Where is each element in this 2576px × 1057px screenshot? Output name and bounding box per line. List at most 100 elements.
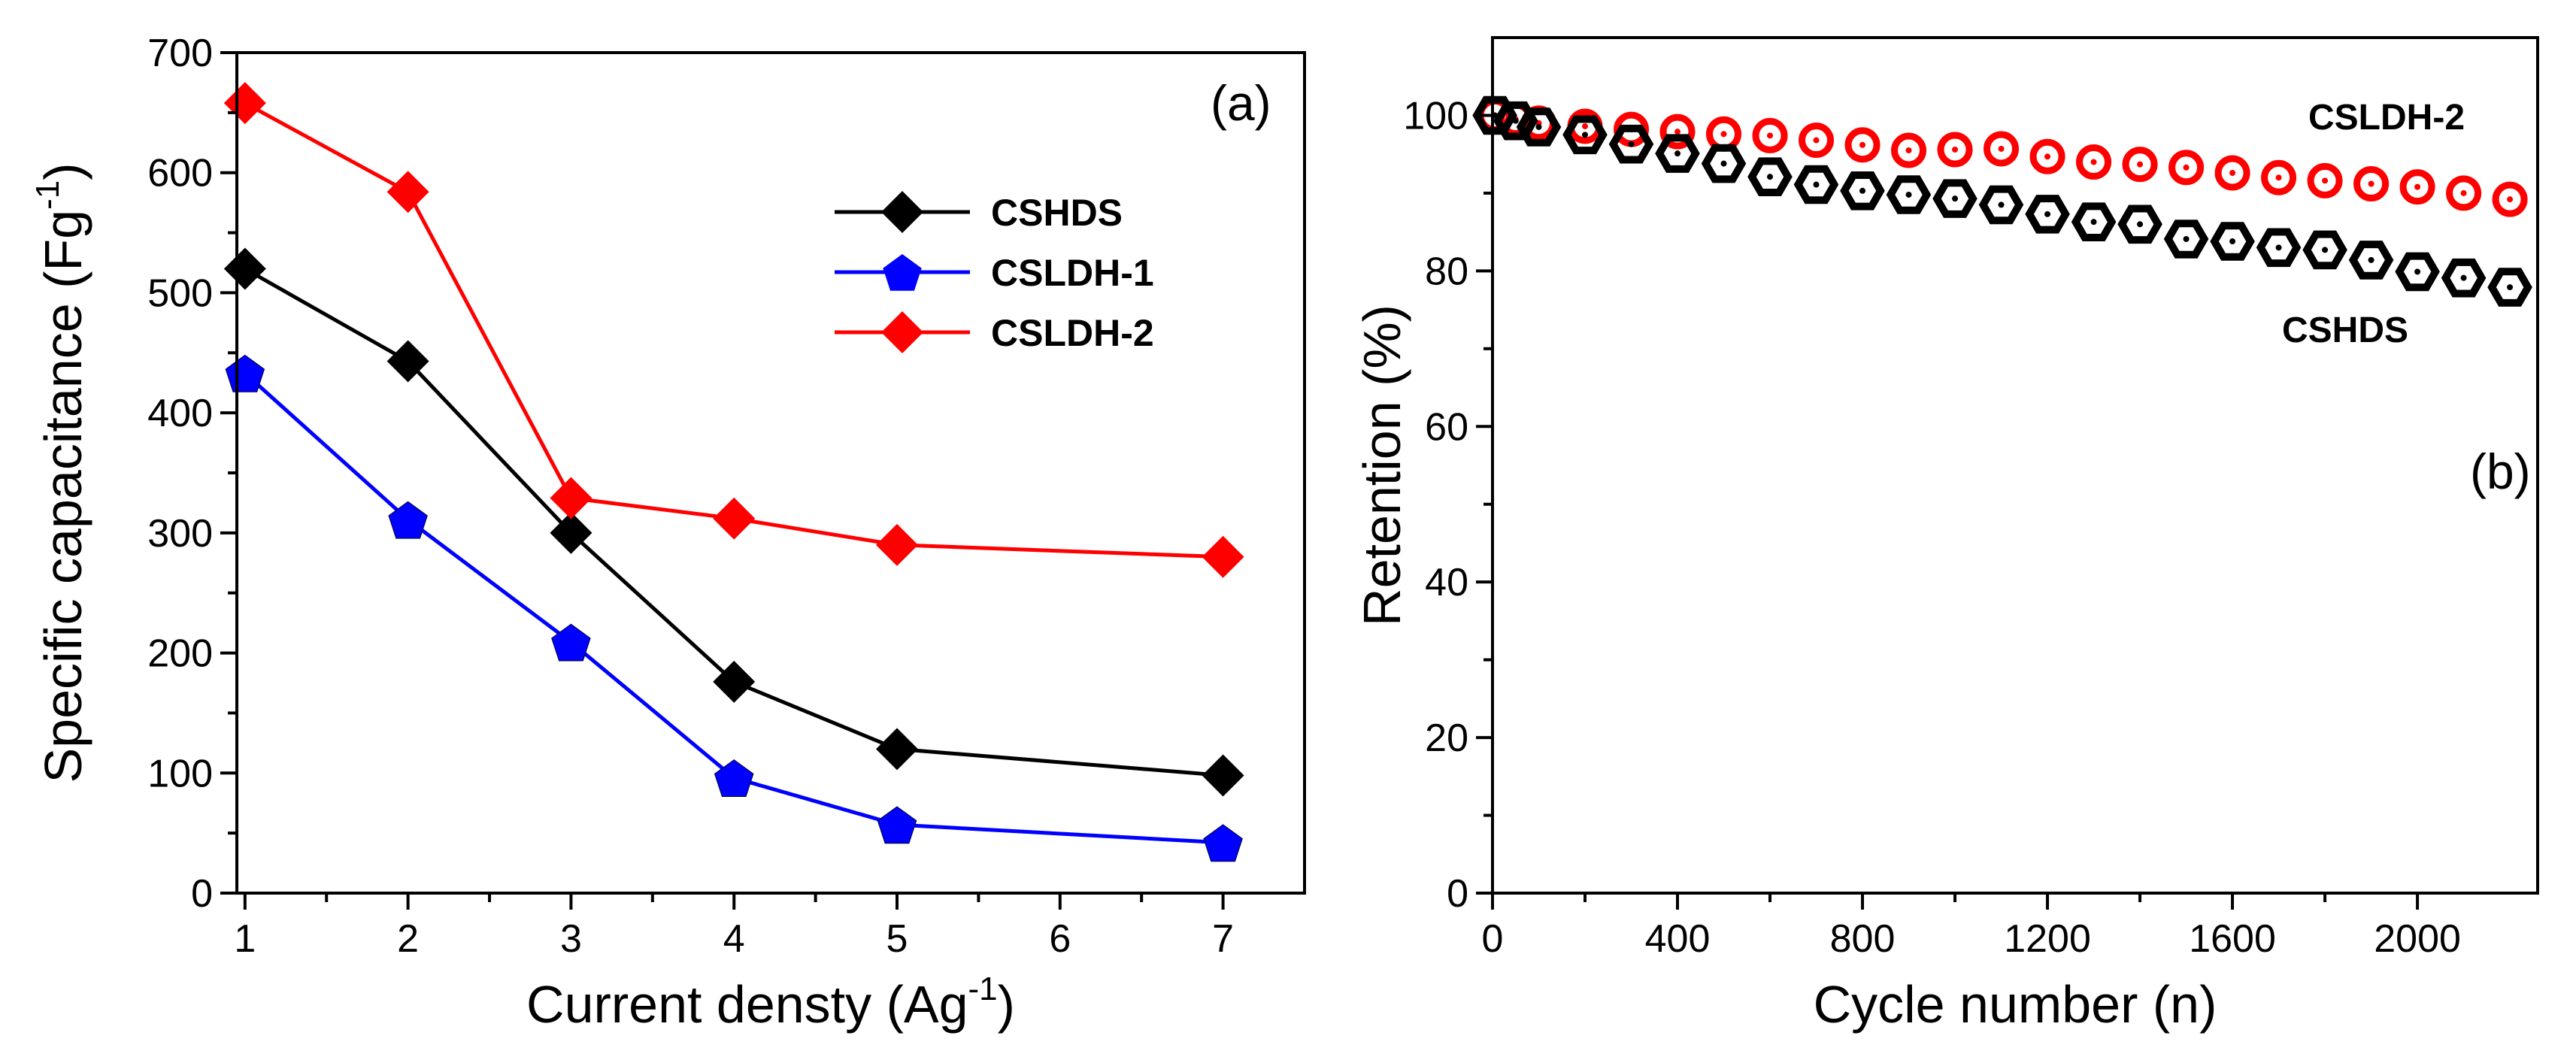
data-point-cshds bbox=[2302, 230, 2347, 270]
legend-label-cshds: CSHDS bbox=[991, 192, 1123, 234]
panel-b-y-axis-title: Retention (%) bbox=[1353, 304, 1411, 626]
data-point-csldh-2 bbox=[1659, 114, 1696, 150]
legend-marker-csldh-2 bbox=[881, 311, 923, 353]
series-line-cshds bbox=[244, 267, 1223, 777]
panel-a-x-tick-label: 1 bbox=[234, 917, 256, 961]
panel-a-x-axis-title: Current densty (Ag-1) bbox=[526, 971, 1015, 1034]
panel-b-y-tick-label: 20 bbox=[1425, 716, 1468, 760]
panel-a-x-tick-label: 3 bbox=[560, 917, 582, 961]
data-point-csldh-1 bbox=[877, 806, 917, 844]
data-point-cshds bbox=[2395, 252, 2440, 292]
legend-marker-cshds bbox=[881, 191, 923, 233]
annotation-cslhd-2: CSLDH-2 bbox=[2308, 98, 2465, 138]
data-point-cshds bbox=[223, 247, 266, 290]
panel-b-x-axis-title: Cycle number (n) bbox=[1814, 975, 2217, 1034]
panel-a-y-tick-label: 200 bbox=[147, 632, 213, 676]
data-point-csldh-2 bbox=[1706, 116, 1742, 152]
data-point-cshds bbox=[2487, 268, 2532, 307]
data-point-cshds bbox=[1978, 185, 2024, 225]
data-point-cshds bbox=[1840, 171, 1885, 210]
panel-a-x-tick-label: 7 bbox=[1212, 917, 1234, 961]
panel-a-y-tick-label: 400 bbox=[147, 392, 213, 435]
data-point-csldh-2 bbox=[2261, 159, 2297, 195]
data-point-cshds bbox=[1608, 124, 1654, 164]
panel-a-y-tick-label: 700 bbox=[147, 32, 213, 75]
data-point-cshds bbox=[1932, 179, 1977, 218]
data-point-csldh-2 bbox=[713, 497, 756, 540]
data-point-csldh-2 bbox=[386, 171, 429, 214]
data-point-cshds bbox=[386, 340, 429, 383]
data-point-csldh-2 bbox=[1937, 132, 1973, 168]
data-point-csldh-2 bbox=[1799, 123, 1835, 159]
panel-a-x-tick-label: 6 bbox=[1049, 917, 1071, 961]
data-point-cshds bbox=[1655, 134, 1700, 173]
panel-a-y-axis-title: Specific capacitance (Fg-1) bbox=[29, 162, 92, 783]
data-point-csldh-2 bbox=[2122, 147, 2158, 183]
data-point-csldh-2 bbox=[2307, 162, 2343, 198]
data-point-cshds bbox=[2163, 220, 2209, 259]
panel-a-y-tick-label: 0 bbox=[191, 872, 213, 916]
panel-b-y-tick-label: 80 bbox=[1425, 250, 1468, 293]
data-point-cshds bbox=[2117, 204, 2162, 244]
data-point-cshds bbox=[876, 728, 919, 771]
data-point-csldh-2 bbox=[223, 82, 266, 125]
panel-b-plot-frame bbox=[1491, 36, 2539, 895]
panel-a-legend: CSHDS CSLDH-1 CSLDH-2 bbox=[835, 191, 1154, 354]
series-line-csldh-1 bbox=[244, 371, 1223, 845]
panel-a-label: (a) bbox=[1211, 75, 1271, 131]
data-point-csldh-1 bbox=[388, 501, 428, 539]
data-point-cshds bbox=[713, 660, 756, 703]
data-point-cshds bbox=[1562, 115, 1608, 155]
data-point-csldh-2 bbox=[2353, 165, 2390, 201]
data-point-cshds bbox=[2025, 195, 2070, 234]
data-point-csldh-2 bbox=[2029, 138, 2065, 174]
panel-a-x-tick-label: 5 bbox=[886, 917, 908, 961]
legend-label-csldh-1: CSLDH-1 bbox=[991, 252, 1154, 294]
series-line-csldh-2 bbox=[244, 101, 1223, 559]
panel-a-y-tick-label: 300 bbox=[147, 512, 213, 556]
data-point-csldh-2 bbox=[2214, 155, 2250, 191]
panel-a-x-tick-label: 2 bbox=[397, 917, 419, 961]
data-point-cshds bbox=[1886, 175, 1932, 214]
data-point-cshds bbox=[550, 511, 592, 554]
panel-a-y-tick-label: 600 bbox=[147, 152, 213, 195]
data-point-cshds bbox=[2071, 202, 2117, 241]
data-point-cshds bbox=[1747, 157, 1793, 196]
panel-a-chart: 1 2 3 4 5 6 7 0 100 200 300 400 500 600 700 CSHDS CSLDH… bbox=[29, 32, 1306, 1034]
data-point-cshds bbox=[2348, 241, 2394, 280]
data-point-csldh-2 bbox=[1202, 535, 1244, 578]
data-point-cshds bbox=[1516, 108, 1562, 147]
panel-b-x-tick-label: 0 bbox=[1482, 917, 1504, 961]
panel-b-chart: 0 400 800 1200 1600 2000 0 20 40 60 80 100 (b) CSLD… bbox=[1353, 36, 2539, 1034]
panel-b-x-tick-label: 800 bbox=[1830, 917, 1896, 961]
data-point-cshds bbox=[2210, 222, 2255, 261]
legend-label-csldh-2: CSLDH-2 bbox=[991, 312, 1154, 354]
data-point-csldh-2 bbox=[2399, 169, 2435, 205]
panel-a-y-tick-label: 500 bbox=[147, 271, 213, 315]
panel-a-y-tick-label: 100 bbox=[147, 752, 213, 795]
data-point-csldh-2 bbox=[2076, 144, 2112, 180]
data-point-csldh-2 bbox=[2492, 181, 2528, 217]
panel-b-x-tick-label: 1600 bbox=[2189, 917, 2276, 961]
panel-b-x-tick-label: 2000 bbox=[2374, 917, 2461, 961]
panel-a-plot-frame bbox=[235, 51, 1306, 895]
panel-b-y-tick-label: 100 bbox=[1403, 94, 1468, 138]
panel-a-x-tick-label: 4 bbox=[723, 917, 745, 961]
panel-b-label: (b) bbox=[2470, 444, 2531, 499]
data-point-cshds bbox=[2441, 258, 2487, 298]
data-point-csldh-2 bbox=[1752, 117, 1788, 153]
data-point-cshds bbox=[1701, 144, 1747, 183]
panel-b-x-tick-label: 1200 bbox=[2004, 917, 2091, 961]
panel-b-y-tick-label: 0 bbox=[1447, 872, 1468, 916]
data-point-csldh-2 bbox=[1891, 132, 1927, 168]
data-point-cshds bbox=[1202, 754, 1244, 797]
data-point-cshds bbox=[1793, 165, 1839, 204]
data-point-csldh-1 bbox=[225, 354, 265, 392]
data-point-csldh-2 bbox=[1844, 127, 1880, 163]
data-point-csldh-1 bbox=[551, 623, 591, 662]
legend-marker-csldh-1 bbox=[883, 254, 922, 291]
data-point-csldh-1 bbox=[714, 759, 754, 797]
data-point-cshds bbox=[2256, 228, 2302, 268]
panel-b-y-tick-label: 40 bbox=[1425, 561, 1468, 604]
